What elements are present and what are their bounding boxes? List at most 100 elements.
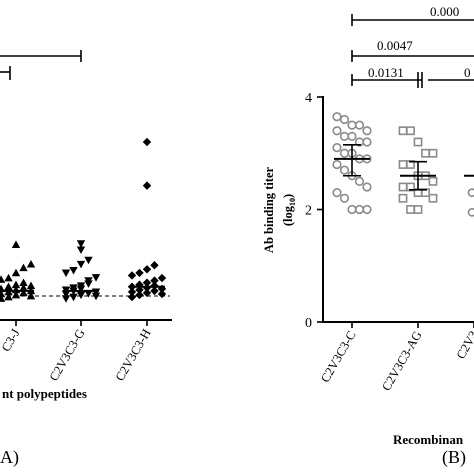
data-point [91, 274, 101, 282]
panel-b-y-label-unit: (log10) [281, 194, 297, 226]
data-point [61, 290, 71, 299]
data-point [135, 268, 144, 278]
data-point [398, 126, 408, 136]
data-point [61, 269, 71, 278]
data-point [362, 182, 372, 192]
x-tick-label: C2V3C3-G [47, 327, 88, 384]
data-point [142, 265, 152, 274]
data-point [354, 120, 365, 130]
panel-b-x-label: Recombinan [393, 432, 464, 447]
x-tick-label: C2V3 [454, 329, 474, 362]
data-point [467, 207, 474, 217]
data-point [362, 126, 372, 136]
data-point [339, 131, 350, 141]
data-point [26, 291, 36, 300]
data-point [26, 281, 36, 290]
data-point [339, 193, 350, 203]
data-point [4, 282, 13, 291]
data-point [332, 126, 342, 136]
panel-b: 0 2 4 Ab binding titer (log10) 0.000 0.004… [262, 4, 474, 468]
data-point [4, 273, 13, 282]
data-point [332, 188, 342, 198]
y-tick-label: 4 [305, 91, 312, 106]
data-point [421, 148, 430, 158]
data-point [157, 273, 167, 283]
panel-b-panel-label: (B) [442, 447, 466, 468]
data-point [142, 288, 152, 298]
data-point [428, 193, 438, 203]
data-point [76, 291, 86, 300]
data-point [11, 280, 21, 289]
data-point [157, 289, 167, 299]
data-point [127, 292, 137, 302]
data-point [135, 290, 144, 300]
data-point [142, 181, 152, 190]
data-point [398, 160, 408, 169]
data-point [339, 114, 350, 125]
data-point [19, 263, 28, 272]
data-point [398, 182, 408, 192]
data-point [84, 256, 93, 265]
data-point [362, 137, 372, 147]
data-point [428, 176, 438, 186]
data-point [0, 275, 6, 283]
data-point [332, 159, 342, 170]
data-point [347, 204, 357, 215]
pvalue-label-next: 0 [464, 65, 471, 80]
y-tick-label: 0 [305, 316, 312, 331]
data-point [11, 268, 21, 277]
panel-a-panel-label: A) [0, 447, 19, 468]
data-point [354, 204, 365, 215]
pvalue-label-mid: 0.0047 [377, 38, 413, 53]
data-point [150, 276, 159, 285]
data-point [127, 287, 137, 297]
data-point [332, 143, 342, 153]
data-point [19, 283, 28, 292]
data-point [11, 240, 21, 249]
y-tick-label: 2 [305, 204, 312, 219]
data-point [69, 266, 78, 275]
data-point [142, 278, 152, 287]
pvalue-label-top: 0.000 [430, 4, 459, 19]
panel-b-y-label: Ab binding titer [262, 166, 276, 253]
data-point [428, 148, 438, 158]
panel-a: C3-J C2V3C3-G C2V3C3-H nt polypeptides A) [0, 50, 172, 468]
data-point [398, 193, 408, 203]
data-point [413, 205, 423, 214]
data-point [406, 205, 415, 214]
data-point [347, 120, 357, 130]
data-point [339, 165, 350, 175]
data-point [347, 131, 357, 141]
data-point [142, 137, 152, 147]
data-point [84, 290, 93, 298]
pvalue-label-low: 0.0131 [368, 65, 404, 80]
data-point [467, 188, 474, 198]
data-point [332, 112, 342, 122]
data-point [69, 293, 78, 302]
data-point [135, 280, 144, 289]
data-point [76, 285, 86, 294]
data-point [84, 277, 93, 285]
x-tick-label: C2V3C3-H [113, 327, 154, 384]
data-point [19, 288, 28, 297]
panel-a-x-label: nt polypeptides [2, 386, 87, 401]
data-point [150, 286, 159, 296]
data-point [61, 295, 71, 303]
data-point [150, 261, 159, 270]
data-point [150, 281, 159, 290]
data-point [127, 271, 137, 280]
data-point [362, 204, 372, 215]
data-point [4, 292, 13, 301]
data-point [91, 292, 101, 301]
data-point [11, 290, 21, 299]
data-point [76, 240, 86, 248]
x-tick-label: C2V3C3-AG [379, 329, 424, 394]
x-tick-label: C3-J [0, 326, 23, 354]
data-point [354, 176, 365, 186]
data-point [406, 126, 415, 136]
data-point [339, 148, 350, 158]
data-point [413, 137, 423, 147]
x-tick-label: C2V3C3-C [318, 329, 359, 385]
data-point [26, 259, 36, 268]
